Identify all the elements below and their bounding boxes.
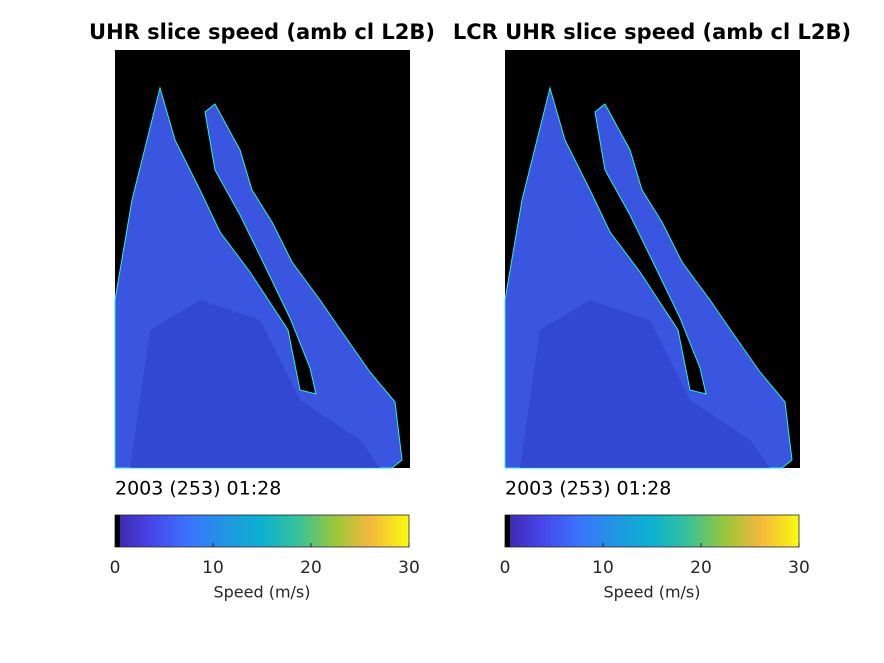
colorbar-tick-label: 10 bbox=[592, 558, 614, 578]
colorbar-tick-label: 30 bbox=[398, 558, 420, 578]
colorbar bbox=[114, 514, 410, 548]
timestamp: 2003 (253) 01:28 bbox=[115, 478, 281, 500]
speed-image bbox=[114, 49, 411, 469]
colorbar-tick-label: 20 bbox=[690, 558, 712, 578]
colorbar-low bbox=[505, 515, 510, 547]
colorbar-low bbox=[115, 515, 120, 547]
panel: UHR slice speed (amb cl L2B) 2003 (253) 0… bbox=[89, 20, 435, 602]
colorbar-tick-label: 20 bbox=[300, 558, 322, 578]
colorbar bbox=[504, 514, 800, 548]
colorbar-tick-label: 30 bbox=[788, 558, 810, 578]
colorbar-label: Speed (m/s) bbox=[603, 583, 700, 602]
colorbar-tick-label: 0 bbox=[110, 558, 121, 578]
colorbar-tick-label: 0 bbox=[500, 558, 511, 578]
colorbar-label: Speed (m/s) bbox=[213, 583, 310, 602]
speed-image bbox=[504, 49, 801, 469]
panel: LCR UHR slice speed (amb cl L2B) 2003 (25… bbox=[453, 20, 851, 602]
panel-title: LCR UHR slice speed (amb cl L2B) bbox=[453, 20, 851, 44]
timestamp: 2003 (253) 01:28 bbox=[505, 478, 671, 500]
panels: UHR slice speed (amb cl L2B) 2003 (253) 0… bbox=[89, 20, 851, 602]
colorbar-tick-label: 10 bbox=[202, 558, 224, 578]
panel-title: UHR slice speed (amb cl L2B) bbox=[89, 20, 435, 44]
